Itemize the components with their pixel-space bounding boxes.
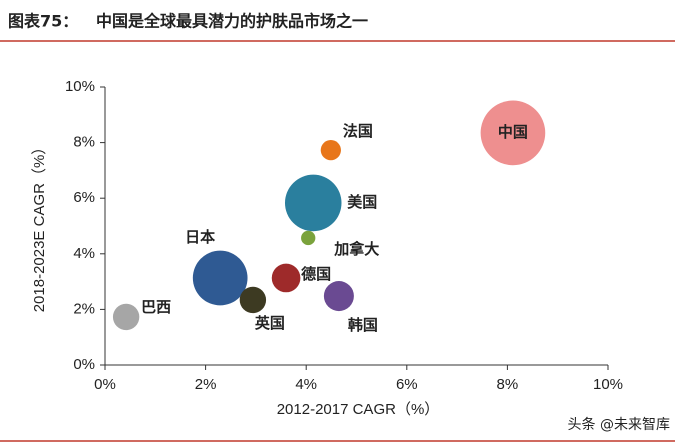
bubble-label: 法国 (343, 122, 373, 140)
bubble (301, 230, 316, 246)
bubble (112, 303, 140, 331)
bubble-label: 韩国 (348, 316, 378, 334)
x-tick-label: 0% (94, 376, 116, 393)
bubble (323, 281, 354, 312)
x-tick-label: 8% (497, 376, 519, 393)
watermark: 头条 @未来智库 (568, 416, 670, 433)
bubble-label: 巴西 (141, 298, 171, 316)
bubble (284, 174, 342, 232)
bubble (320, 139, 341, 161)
figure-label: 图表75： (8, 12, 78, 31)
y-tick-label: 0% (73, 356, 95, 373)
chart-title: 中国是全球最具潜力的护肤品市场之一 (96, 12, 368, 31)
x-axis-label: 2012-2017 CAGR（%） (277, 401, 440, 418)
y-tick-label: 4% (73, 245, 95, 262)
x-tick-label: 6% (396, 376, 418, 393)
y-tick-label: 10% (65, 78, 95, 95)
bubble-label: 日本 (185, 228, 215, 246)
bubble-label: 英国 (255, 314, 285, 332)
bubble-label: 美国 (347, 193, 377, 211)
x-tick-label: 2% (195, 376, 217, 393)
y-tick-label: 2% (73, 300, 95, 317)
bubble-label: 中国 (498, 123, 528, 141)
bubble (239, 286, 267, 314)
bubble-label: 加拿大 (333, 240, 379, 258)
bubble (480, 100, 546, 166)
x-tick-label: 10% (593, 376, 623, 393)
bubble (271, 263, 301, 293)
bubble-label: 德国 (301, 265, 331, 283)
y-axis-label: 2018-2023E CAGR（%） (31, 140, 48, 313)
bubble (192, 250, 248, 306)
y-tick-label: 8% (73, 134, 95, 151)
x-tick-label: 4% (295, 376, 317, 393)
y-tick-label: 6% (73, 189, 95, 206)
